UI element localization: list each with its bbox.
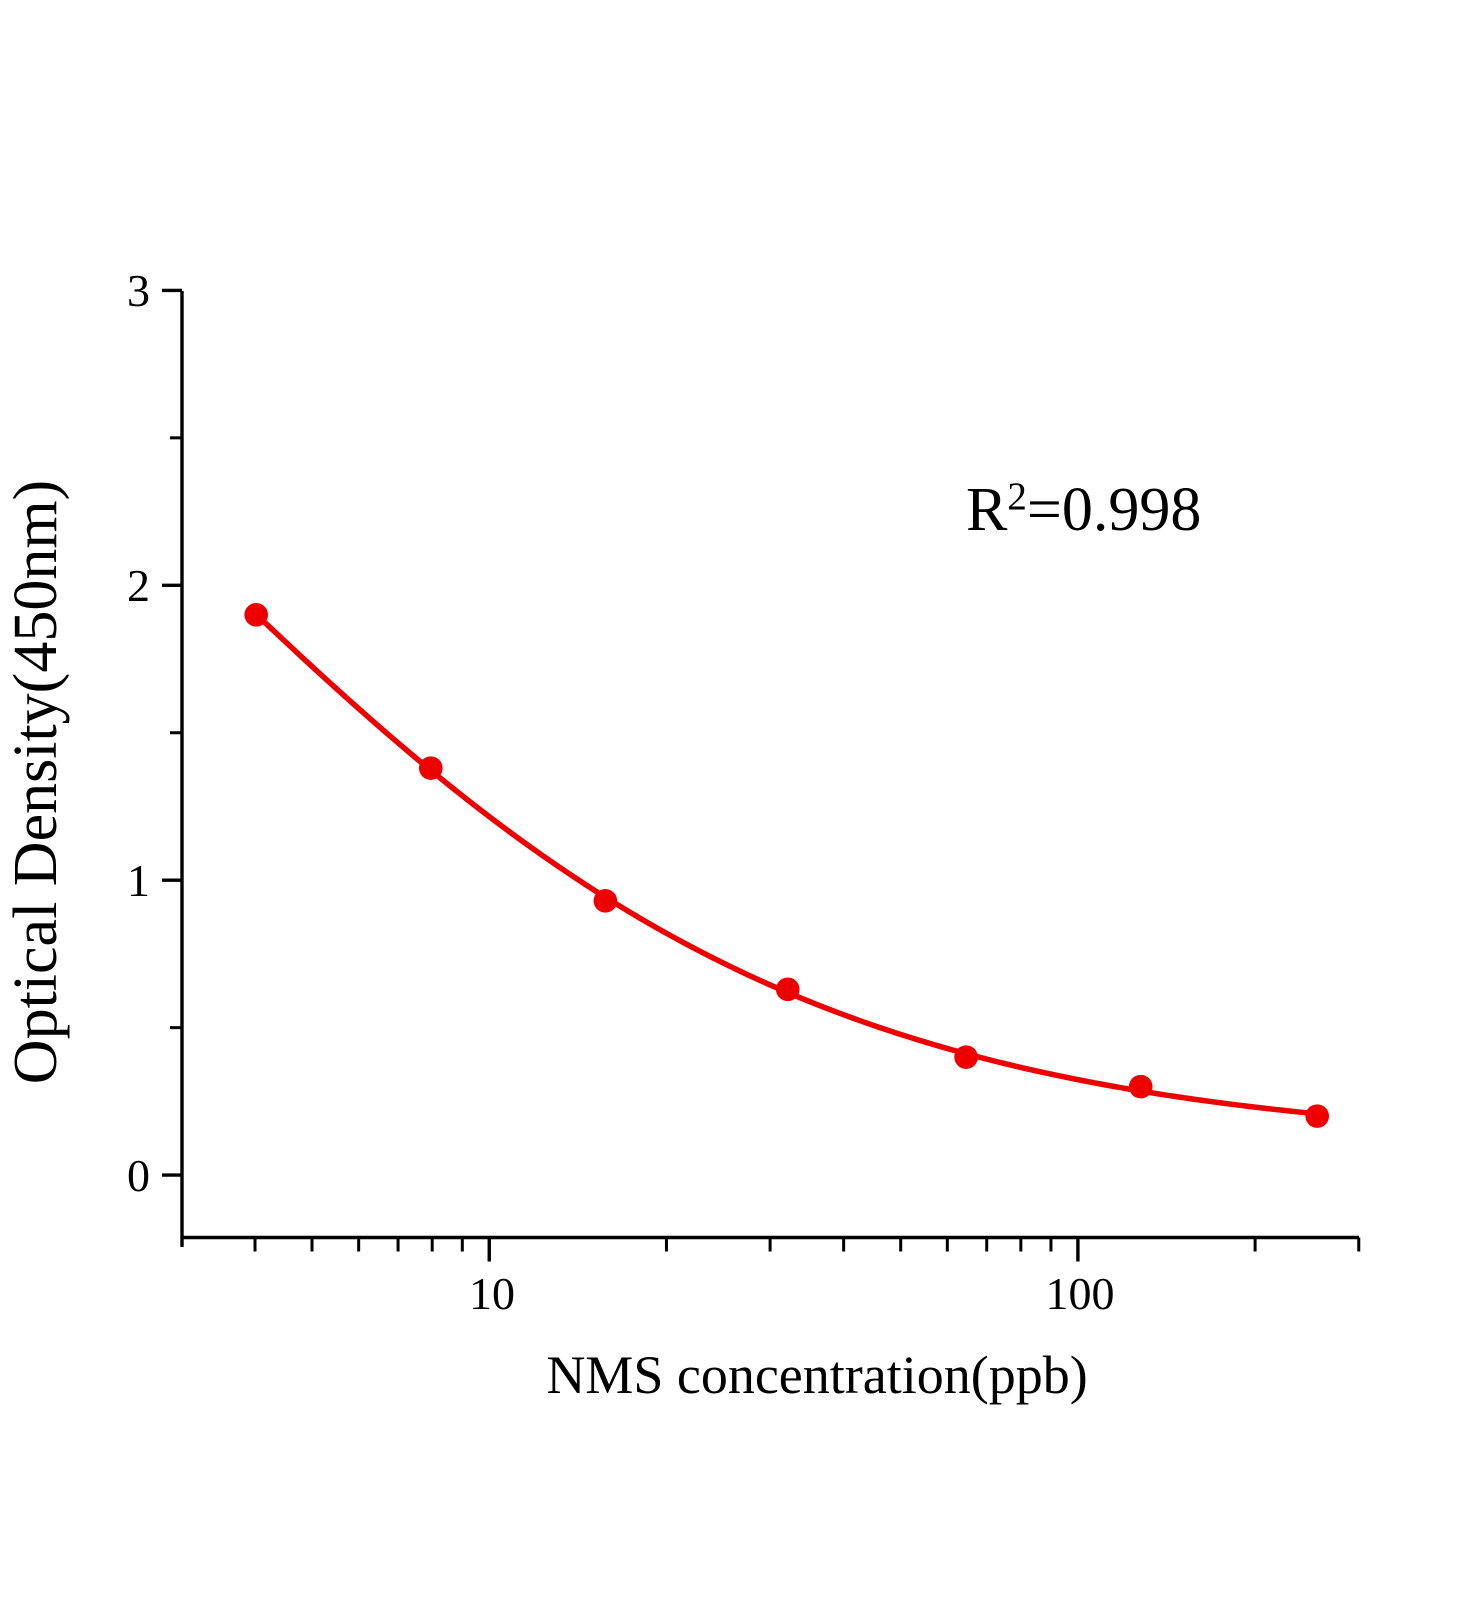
svg-text:R2=0.998: R2=0.998: [966, 475, 1201, 544]
svg-text:1: 1: [127, 855, 150, 906]
svg-text:Optical Density(450nm): Optical Density(450nm): [2, 480, 70, 1084]
svg-text:NMS concentration(ppb): NMS concentration(ppb): [546, 1345, 1087, 1405]
svg-text:10: 10: [469, 1268, 515, 1319]
svg-text:3: 3: [127, 265, 150, 316]
svg-text:0: 0: [127, 1150, 150, 1201]
svg-text:2: 2: [127, 560, 150, 611]
svg-text:100: 100: [1046, 1268, 1115, 1319]
